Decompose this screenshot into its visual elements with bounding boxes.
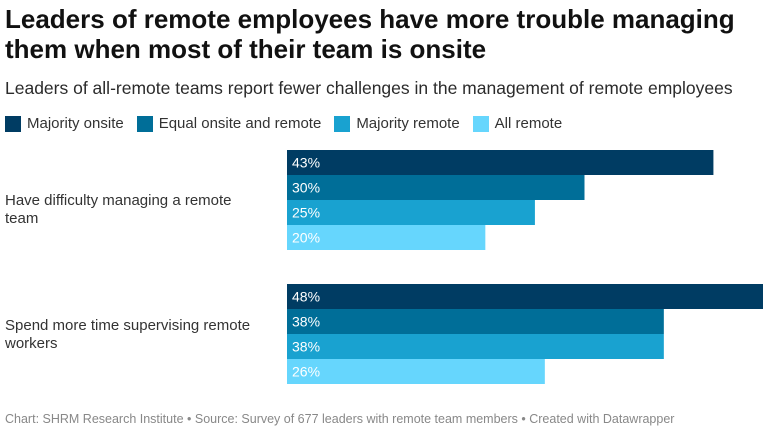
chart-footer: Chart: SHRM Research Institute • Source:… (5, 412, 675, 426)
bar-majority-onsite-2 (287, 284, 763, 309)
bar-equal-onsite-and-remote-1 (287, 175, 585, 200)
data-label-majority-remote-1: 25% (292, 205, 320, 221)
legend-item-majority-remote: Majority remote (334, 115, 460, 132)
category-label-supervising: Spend more time supervising remote worke… (5, 317, 251, 352)
category-label-difficulty: Have difficulty managing a remote team (5, 192, 232, 227)
data-label-equal-onsite-and-remote-1: 30% (292, 180, 320, 196)
chart-title: Leaders of remote employees have more tr… (5, 4, 735, 64)
data-label-majority-remote-2: 38% (292, 339, 320, 355)
legend-item-majority-onsite: Majority onsite (5, 115, 124, 132)
legend-label-majority-onsite: Majority onsite (27, 115, 124, 132)
bar-equal-onsite-and-remote-2 (287, 309, 664, 334)
legend-item-equal: Equal onsite and remote (136, 115, 322, 132)
legend-label-all-remote: All remote (494, 115, 563, 132)
legend-item-all-remote: All remote (472, 115, 563, 132)
data-label-majority-onsite-1: 43% (292, 155, 320, 171)
bar-majority-remote-2 (287, 334, 664, 359)
bar-majority-onsite-1 (287, 150, 714, 175)
legend-swatch-majority-remote (334, 115, 351, 132)
bar-majority-remote-1 (287, 200, 535, 225)
data-label-all-remote-2: 26% (292, 364, 320, 380)
legend-swatch-majority-onsite (5, 115, 21, 132)
data-label-equal-onsite-and-remote-2: 38% (292, 314, 320, 330)
legend-swatch-equal (136, 115, 153, 132)
bar-all-remote-2 (287, 359, 545, 384)
bar-all-remote-1 (287, 225, 486, 250)
legend-label-majority-remote: Majority remote (356, 115, 460, 132)
chart-subtitle: Leaders of all-remote teams report fewer… (5, 78, 733, 98)
data-label-majority-onsite-2: 48% (292, 289, 320, 305)
legend-label-equal: Equal onsite and remote (158, 115, 322, 132)
legend-swatch-all-remote (472, 115, 489, 132)
data-label-all-remote-1: 20% (292, 230, 320, 246)
legend: Majority onsite Equal onsite and remote … (5, 115, 575, 132)
